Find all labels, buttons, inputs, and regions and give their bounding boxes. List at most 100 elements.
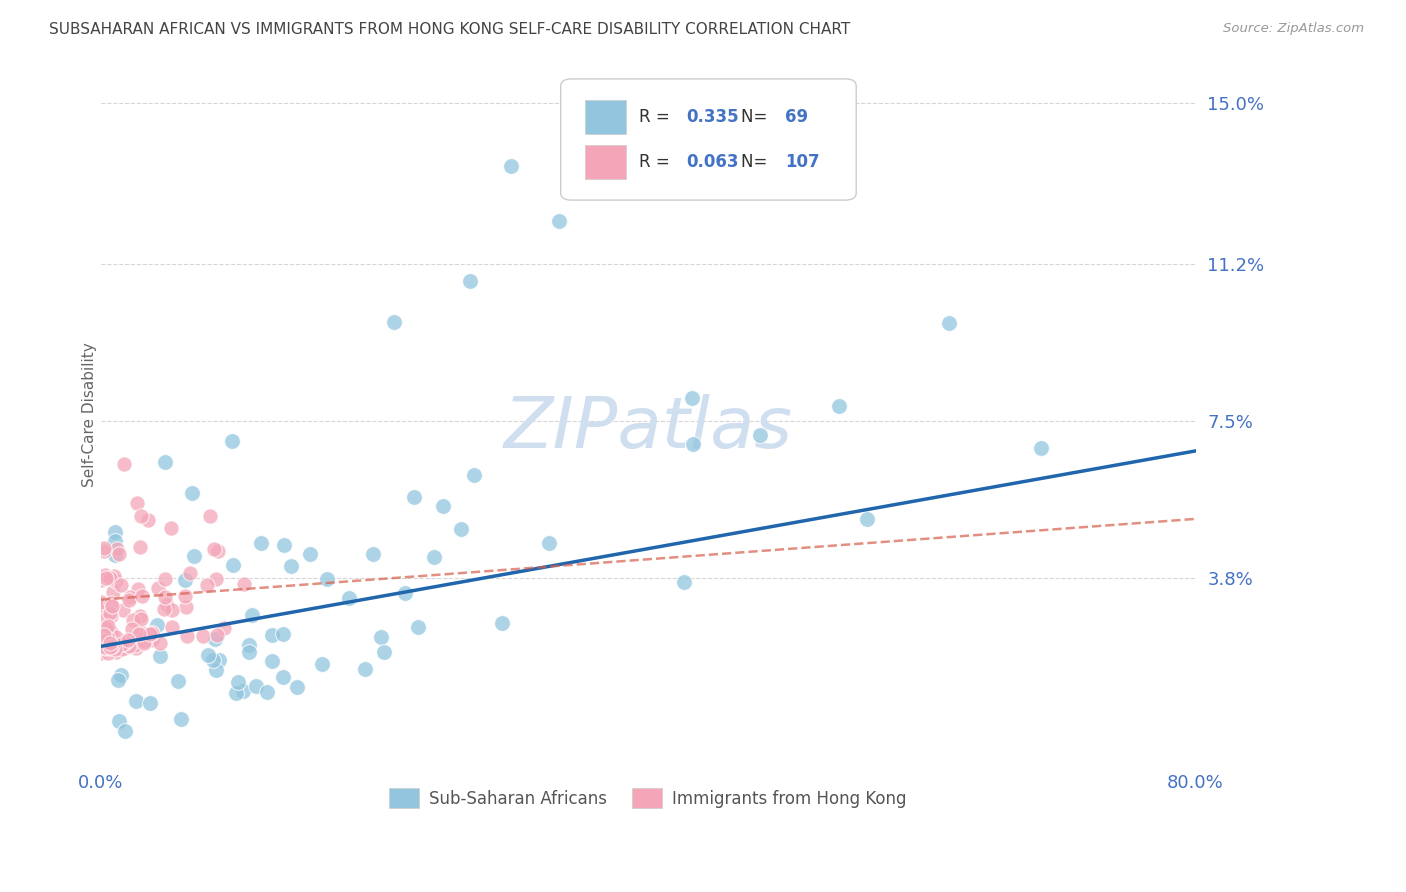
Point [134,629,156,643]
Point [91,600,114,615]
Point [197,578,219,592]
FancyBboxPatch shape [585,100,626,135]
Point [97,637,120,651]
Point [125,496,148,510]
Point [105,542,128,557]
Point [316,572,339,586]
Point [136,513,159,527]
Point [207,544,229,558]
Point [104,533,127,548]
Point [97,646,120,660]
Point [682,437,704,451]
Point [114,641,136,656]
Text: N=: N= [741,153,773,171]
Point [938,317,960,331]
Point [238,638,260,652]
Point [205,572,228,586]
Point [93,568,115,582]
Point [208,653,231,667]
Point [176,629,198,643]
Point [93,541,115,555]
Point [127,582,149,596]
Point [152,602,174,616]
Point [104,525,127,540]
Point [103,568,125,582]
Point [122,632,145,647]
Point [91,640,114,655]
Point [103,632,125,647]
Text: 0.063: 0.063 [686,153,740,171]
Text: N=: N= [741,108,773,126]
Point [198,508,221,523]
Point [222,558,245,572]
Point [373,645,395,659]
Point [245,679,267,693]
Point [98,606,121,620]
Point [153,572,176,586]
Point [114,723,136,738]
Point [191,630,214,644]
Point [337,591,360,606]
Point [299,547,322,561]
Point [406,620,429,634]
Point [501,159,523,173]
Point [117,638,139,652]
Point [202,653,225,667]
Point [117,633,139,648]
Point [90,595,112,609]
Point [460,274,482,288]
Point [105,630,128,644]
Point [238,645,260,659]
Point [98,636,121,650]
Point [149,636,172,650]
Point [91,629,114,643]
Point [226,675,249,690]
Point [260,654,283,668]
Y-axis label: Self-Care Disability: Self-Care Disability [83,343,97,487]
Point [101,635,124,649]
Point [124,639,146,653]
Point [104,548,127,562]
FancyBboxPatch shape [561,78,856,200]
Point [382,315,405,329]
Point [90,646,112,660]
Point [361,547,384,561]
Point [97,619,120,633]
Point [108,714,131,729]
Point [173,589,195,603]
Point [132,635,155,649]
Point [129,509,152,524]
Point [90,573,112,587]
Point [204,663,226,677]
Point [100,596,122,610]
Point [148,581,170,595]
Point [93,628,115,642]
Point [94,641,117,656]
Point [100,639,122,653]
Point [249,536,271,550]
Point [96,639,118,653]
Point [94,640,117,654]
Point [423,549,446,564]
Point [131,626,153,640]
Point [450,522,472,536]
Point [183,549,205,563]
Point [153,590,176,604]
Point [176,600,198,615]
Point [110,577,132,591]
Legend: Sub-Saharan Africans, Immigrants from Hong Kong: Sub-Saharan Africans, Immigrants from Ho… [382,781,914,815]
Point [179,566,201,581]
Point [149,649,172,664]
Point [146,618,169,632]
Point [285,681,308,695]
Point [121,613,143,627]
Point [280,558,302,573]
Point [139,696,162,710]
Point [394,586,416,600]
Point [139,627,162,641]
Point [118,591,141,605]
Point [221,434,243,449]
Point [98,637,121,651]
Point [129,612,152,626]
Point [93,543,115,558]
